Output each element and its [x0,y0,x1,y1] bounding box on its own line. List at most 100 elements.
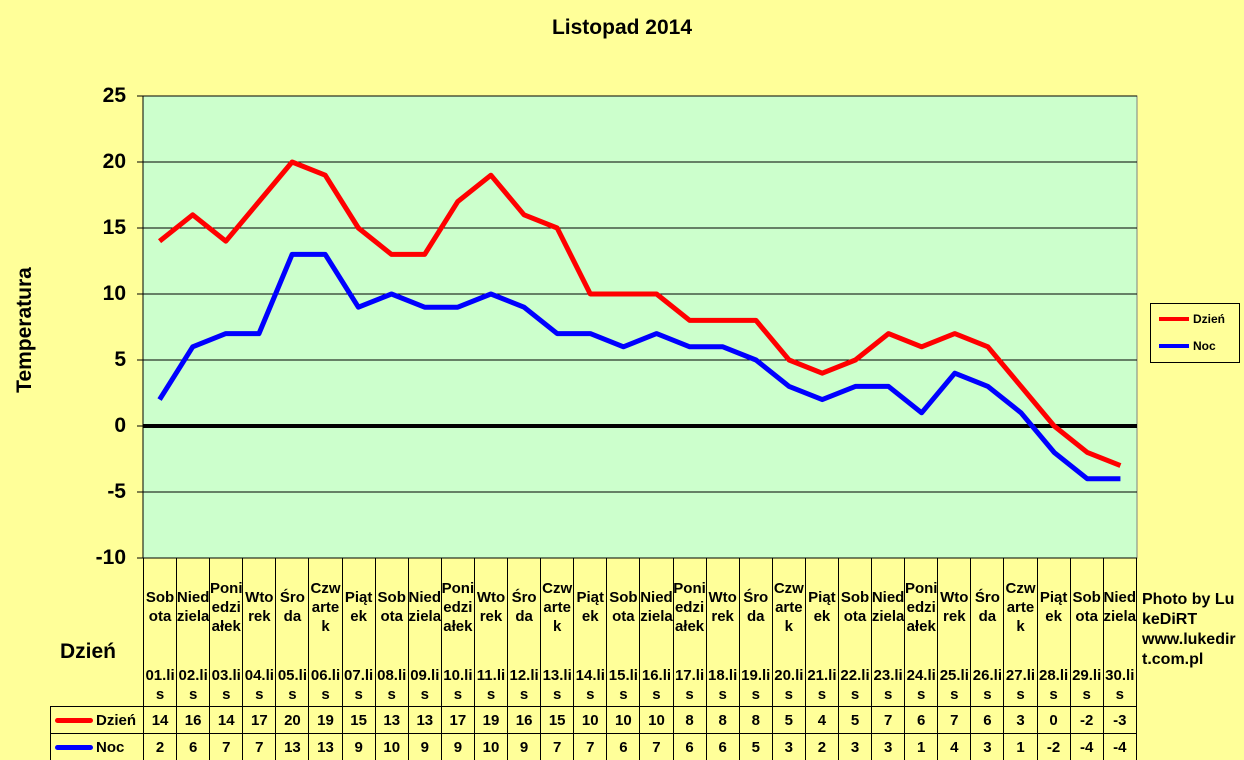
y-tick-label: -5 [60,480,126,504]
value-cell: 5 [772,707,805,733]
value-cell: 3 [970,734,1003,760]
value-cell: 6 [606,734,639,760]
row-label: Noc [96,739,124,756]
date-label: 06.lis [309,666,342,704]
date-label: 05.lis [275,666,308,704]
value-cell: 19 [474,707,507,733]
legend-label: Dzień [1193,312,1225,326]
value-cell: 8 [739,707,772,733]
value-cell: 7 [639,734,672,760]
date-label: 01.lis [143,666,176,704]
day-name: Niedziela [408,558,441,656]
row-label: Dzień [96,712,136,729]
value-cell: 13 [275,734,308,760]
date-label: 13.lis [540,666,573,704]
x-axis-label: Dzień [40,640,136,664]
value-cell: 16 [176,707,209,733]
legend: Dzień Noc [1150,303,1240,363]
value-cell: 15 [540,707,573,733]
value-cell: 10 [474,734,507,760]
date-label: 20.lis [772,666,805,704]
value-cell: 10 [375,734,408,760]
day-name: Sobota [838,558,871,656]
value-cell: 1 [904,734,937,760]
date-label: 17.lis [673,666,706,704]
date-label: 11.lis [474,666,507,704]
y-tick-label: 5 [60,348,126,372]
value-cell: 7 [937,707,970,733]
value-cell: -4 [1103,734,1137,760]
legend-swatch [1159,344,1189,348]
day-name: Poniedziałek [209,558,242,656]
legend-item-noc: Noc [1151,334,1239,358]
value-cell: 13 [308,734,341,760]
date-label: 12.lis [507,666,540,704]
day-name: Wtorek [242,558,275,656]
date-label: 24.lis [904,666,937,704]
watermark: Photo by LukeDiRT www.lukedirt.com.pl [1142,590,1242,670]
value-cell: 7 [540,734,573,760]
value-cell: 6 [706,734,739,760]
value-cell: 7 [573,734,606,760]
value-cell: 3 [1003,707,1036,733]
date-label: 25.lis [937,666,970,704]
y-tick-label: 15 [60,216,126,240]
y-tick-label: 0 [60,414,126,438]
date-label: 28.lis [1037,666,1070,704]
day-name: Piątek [1037,558,1070,656]
date-label: 08.lis [375,666,408,704]
value-cell: 20 [275,707,308,733]
day-name: Niedziela [176,558,209,656]
y-tick-label: -10 [60,546,126,570]
value-cell: 17 [441,707,474,733]
value-cell: 10 [606,707,639,733]
day-name: Środa [275,558,308,656]
value-cell: 13 [408,707,441,733]
date-label: 15.lis [606,666,639,704]
day-name: Środa [507,558,540,656]
y-tick-label: 10 [60,282,126,306]
date-label: 21.lis [805,666,838,704]
date-label: 18.lis [706,666,739,704]
category-cell: Sobota 15.lis [606,558,639,706]
value-cell: 16 [507,707,540,733]
value-cell: 7 [871,707,904,733]
date-label: 03.lis [209,666,242,704]
date-label: 16.lis [639,666,672,704]
date-label: 19.lis [739,666,772,704]
value-cell: 3 [871,734,904,760]
date-label: 26.lis [970,666,1003,704]
value-cell: 6 [673,734,706,760]
value-cell: 3 [838,734,871,760]
day-name: Czwartek [772,558,805,656]
value-cell: -2 [1037,734,1070,760]
day-name: Sobota [606,558,639,656]
value-cell: 2 [143,734,176,760]
value-cell: 15 [342,707,375,733]
legend-swatch [1159,317,1189,321]
value-cell: -2 [1070,707,1103,733]
value-cell: 5 [739,734,772,760]
legend-swatch [55,718,93,723]
day-name: Czwartek [309,558,342,656]
value-cell: 7 [242,734,275,760]
value-cell: 9 [441,734,474,760]
date-label: 27.lis [1003,666,1036,704]
category-cell: Piątek 28.lis [1037,558,1070,706]
y-tick-label: 20 [60,150,126,174]
value-cell: 8 [673,707,706,733]
day-name: Czwartek [1003,558,1036,656]
